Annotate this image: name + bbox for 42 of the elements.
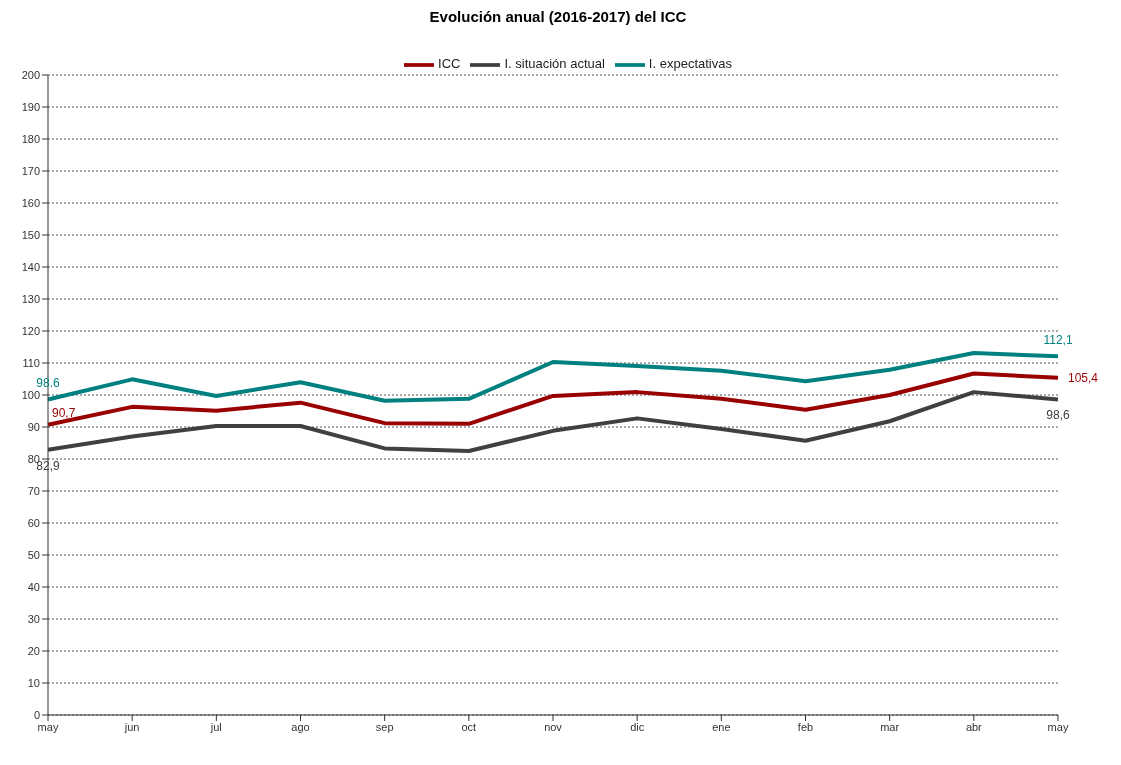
x-tick-label: abr bbox=[965, 720, 983, 733]
chart-title: Evolución anual (2016-2017) del ICC bbox=[428, 8, 688, 25]
y-tick-label: 30 bbox=[27, 612, 40, 625]
y-tick-label: 10 bbox=[27, 676, 40, 689]
x-tick-label: jun bbox=[123, 720, 140, 733]
x-tick-label: jul bbox=[209, 720, 222, 733]
y-tick-label: 120 bbox=[21, 324, 40, 337]
x-tick-label: mar bbox=[880, 720, 900, 733]
y-tick-label: 20 bbox=[27, 644, 40, 657]
y-tick-label: 170 bbox=[21, 164, 40, 177]
x-tick-label: feb bbox=[797, 720, 814, 733]
y-tick-label: 60 bbox=[27, 516, 40, 529]
x-tick-label: ago bbox=[291, 720, 310, 733]
y-tick-label: 40 bbox=[27, 580, 40, 593]
y-tick-label: 140 bbox=[21, 260, 40, 273]
y-tick-label: 150 bbox=[21, 228, 40, 241]
x-tick-label: may bbox=[37, 720, 59, 733]
data-label: 105,4 bbox=[1068, 370, 1099, 385]
x-tick-label: oct bbox=[461, 720, 477, 733]
y-tick-label: 0 bbox=[33, 708, 40, 721]
y-tick-label: 50 bbox=[27, 548, 40, 561]
y-tick-label: 180 bbox=[21, 132, 40, 145]
data-label: 112,1 bbox=[1043, 333, 1073, 348]
x-tick-label: may bbox=[1047, 720, 1069, 733]
y-tick-label: 90 bbox=[27, 420, 40, 433]
x-tick-label: ene bbox=[712, 720, 731, 733]
data-label: 98.6 bbox=[36, 376, 60, 391]
legend-label: I. situación actual bbox=[504, 56, 605, 72]
x-tick-label: dic bbox=[630, 720, 645, 733]
data-label: 98,6 bbox=[1046, 408, 1070, 423]
y-tick-label: 70 bbox=[27, 484, 40, 497]
y-tick-label: 160 bbox=[21, 196, 40, 209]
y-tick-label: 100 bbox=[21, 388, 40, 401]
legend-label: I. expectativas bbox=[648, 56, 732, 72]
y-tick-label: 130 bbox=[21, 292, 40, 305]
x-tick-label: sep bbox=[375, 720, 394, 733]
y-tick-label: 110 bbox=[22, 356, 40, 369]
data-label: 90,7 bbox=[52, 405, 76, 420]
y-tick-label: 190 bbox=[21, 100, 40, 113]
y-tick-label: 200 bbox=[21, 68, 40, 81]
x-tick-label: nov bbox=[544, 720, 563, 733]
legend-label: ICC bbox=[438, 56, 461, 72]
